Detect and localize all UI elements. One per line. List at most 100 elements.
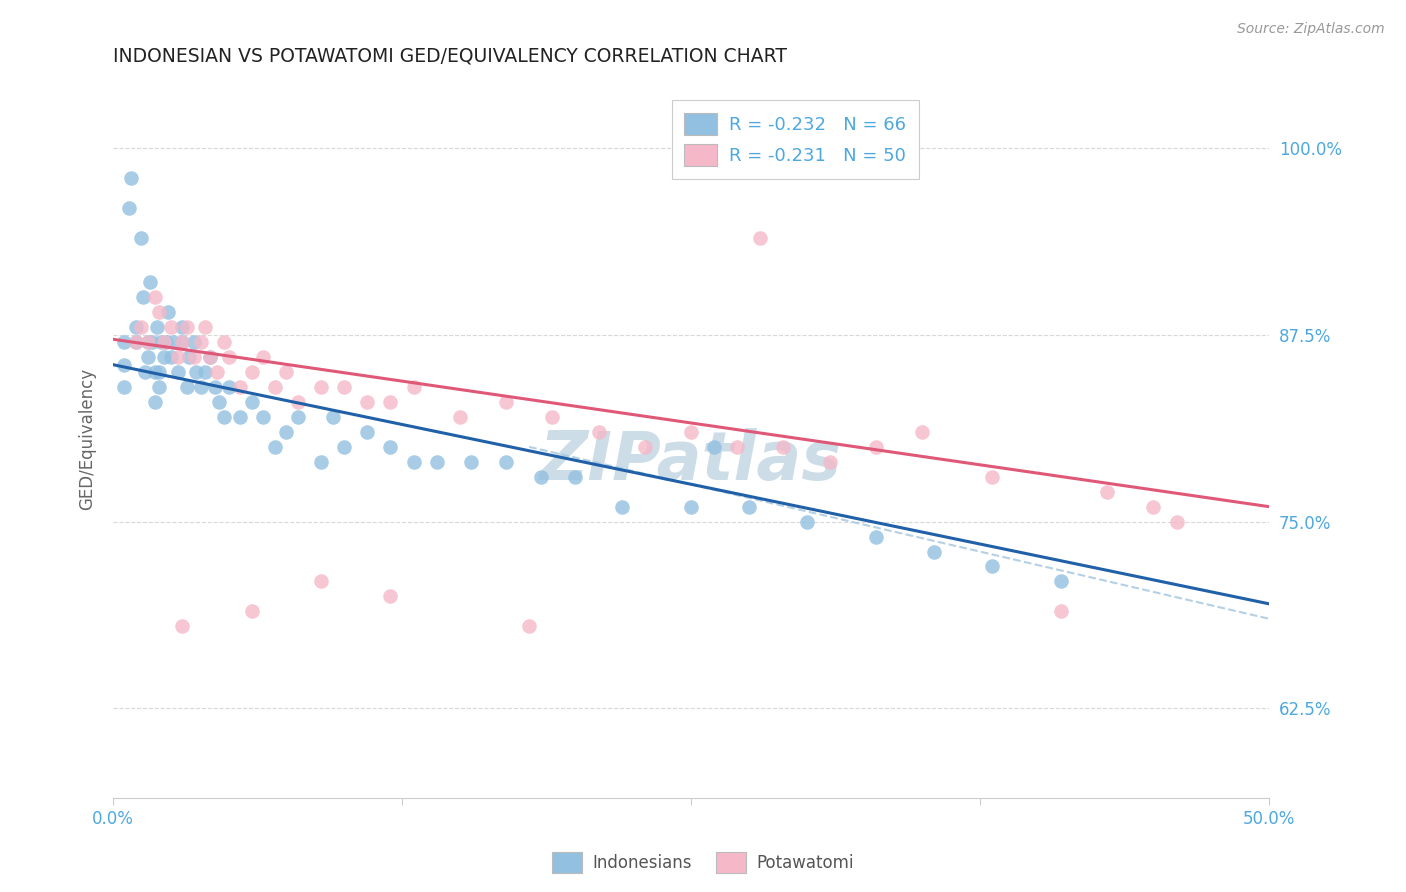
Point <box>172 320 194 334</box>
Point <box>125 335 148 350</box>
Point <box>166 365 188 379</box>
Point <box>1095 798 1118 813</box>
Point <box>218 380 240 394</box>
Point <box>194 365 217 379</box>
Point <box>176 380 198 394</box>
Point <box>159 350 181 364</box>
Point <box>114 358 136 372</box>
Point <box>240 365 263 379</box>
Point <box>118 201 141 215</box>
Point <box>818 455 841 469</box>
Point <box>1095 484 1118 499</box>
Point <box>194 320 217 334</box>
Point <box>150 335 173 350</box>
Point <box>796 515 818 529</box>
Point <box>517 619 540 633</box>
Point <box>276 425 298 439</box>
Point <box>309 574 332 589</box>
Point <box>1050 604 1073 618</box>
Point <box>772 440 794 454</box>
Point <box>204 380 226 394</box>
Point <box>911 425 934 439</box>
Point <box>157 305 180 319</box>
Point <box>1166 515 1188 529</box>
Point <box>380 590 402 604</box>
Point <box>402 380 425 394</box>
Point <box>172 335 194 350</box>
Point <box>1050 574 1073 589</box>
Point <box>190 380 212 394</box>
Point <box>263 380 285 394</box>
Point <box>922 544 945 558</box>
Point <box>495 395 517 409</box>
Point <box>114 380 136 394</box>
Point <box>208 395 231 409</box>
Point <box>198 350 221 364</box>
Point <box>143 290 166 304</box>
Point <box>460 455 482 469</box>
Point <box>287 395 309 409</box>
Point <box>143 365 166 379</box>
Point <box>143 395 166 409</box>
Point <box>125 320 148 334</box>
Point <box>212 409 235 424</box>
Point <box>679 500 702 514</box>
Point <box>159 320 181 334</box>
Point <box>426 455 449 469</box>
Point <box>153 350 176 364</box>
Point <box>229 380 252 394</box>
Point <box>198 350 221 364</box>
Point <box>495 455 517 469</box>
Point <box>610 500 633 514</box>
Point <box>229 409 252 424</box>
Legend: R = -0.232   N = 66, R = -0.231   N = 50: R = -0.232 N = 66, R = -0.231 N = 50 <box>672 101 920 178</box>
Point <box>136 335 159 350</box>
Point <box>980 559 1002 574</box>
Point <box>356 425 378 439</box>
Point <box>148 305 170 319</box>
Point <box>738 500 761 514</box>
Point <box>240 604 263 618</box>
Point <box>183 335 205 350</box>
Text: INDONESIAN VS POTAWATOMI GED/EQUIVALENCY CORRELATION CHART: INDONESIAN VS POTAWATOMI GED/EQUIVALENCY… <box>112 46 787 65</box>
Point <box>129 320 152 334</box>
Point <box>541 409 564 424</box>
Point <box>162 335 184 350</box>
Point <box>218 350 240 364</box>
Point <box>183 350 205 364</box>
Point <box>252 409 274 424</box>
Point <box>139 276 162 290</box>
Point <box>309 455 332 469</box>
Point <box>205 365 228 379</box>
Point <box>449 409 471 424</box>
Point <box>172 619 194 633</box>
Point <box>564 469 586 483</box>
Point <box>309 380 332 394</box>
Point <box>333 380 356 394</box>
Point <box>356 395 378 409</box>
Point <box>172 335 194 350</box>
Text: Source: ZipAtlas.com: Source: ZipAtlas.com <box>1237 22 1385 37</box>
Point <box>865 440 887 454</box>
Point <box>333 440 356 454</box>
Point <box>146 320 169 334</box>
Point <box>703 440 725 454</box>
Point <box>252 350 274 364</box>
Point <box>120 170 142 185</box>
Point <box>148 365 170 379</box>
Point <box>402 455 425 469</box>
Point <box>380 440 402 454</box>
Point <box>166 350 188 364</box>
Legend: Indonesians, Potawatomi: Indonesians, Potawatomi <box>546 846 860 880</box>
Point <box>132 290 155 304</box>
Point <box>136 350 159 364</box>
Point <box>176 320 198 334</box>
Point <box>153 335 176 350</box>
Point <box>287 409 309 424</box>
Point <box>980 469 1002 483</box>
Point <box>190 335 212 350</box>
Point <box>679 425 702 439</box>
Point <box>1142 500 1164 514</box>
Point <box>125 335 148 350</box>
Y-axis label: GED/Equivalency: GED/Equivalency <box>79 368 96 510</box>
